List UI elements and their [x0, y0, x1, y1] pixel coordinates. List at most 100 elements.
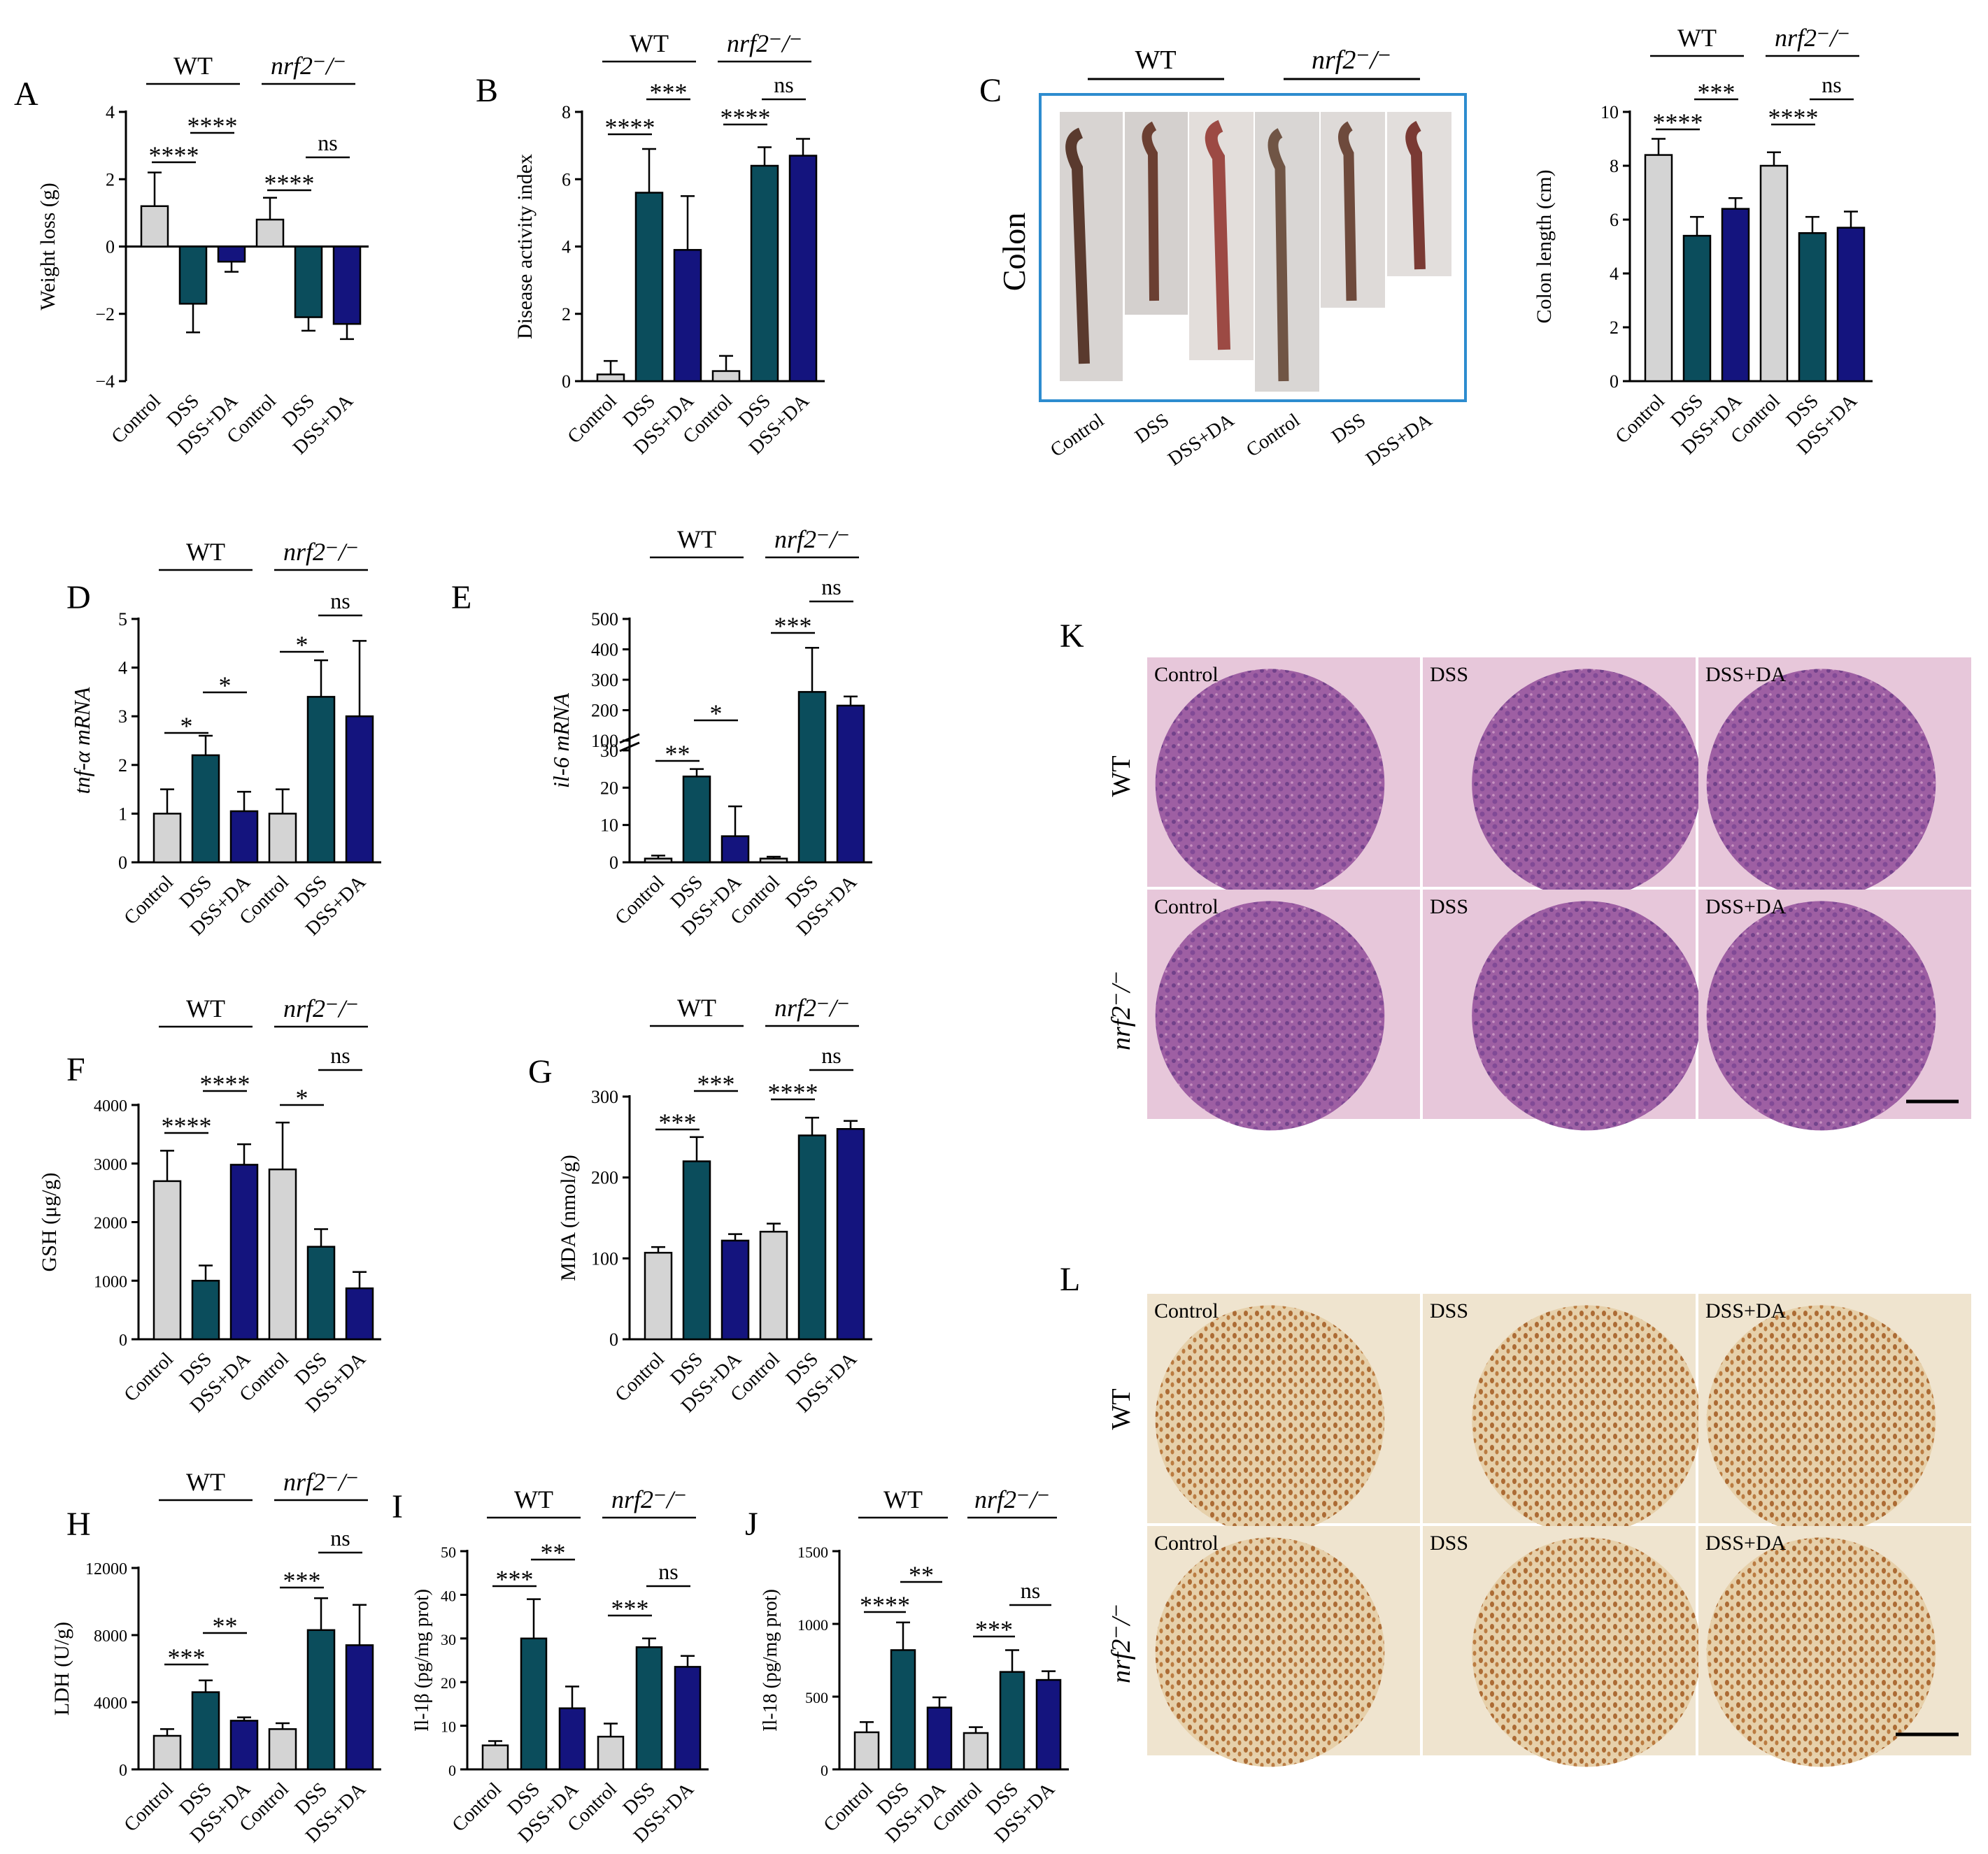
- y-tick-label-c: 10: [1600, 102, 1619, 122]
- y-tick-label-e: 300: [591, 670, 618, 690]
- bar-c-0: [1644, 154, 1673, 383]
- y-tick-label-h: 12000: [85, 1560, 127, 1578]
- bar-d-1: [191, 754, 220, 864]
- bar-i-0: [481, 1744, 509, 1771]
- l-cells-tissue: [1155, 1537, 1385, 1767]
- bar-c-2: [1721, 208, 1750, 383]
- group-label-wt-e: WT: [677, 525, 716, 553]
- group-label-wt-g: WT: [677, 994, 716, 1022]
- bar-e-1: [682, 776, 711, 864]
- sig-label-g: ***: [697, 1070, 735, 1098]
- sig-label-b: ns: [774, 72, 793, 97]
- k-cells-tissue: [1155, 901, 1385, 1131]
- bar-g-0: [644, 1251, 673, 1341]
- bar-i-3: [597, 1735, 625, 1771]
- x-tick-label-b: Control: [564, 390, 622, 448]
- group-label-wt-c: WT: [1135, 45, 1176, 75]
- k-row-label-wt: WT: [1107, 755, 1136, 797]
- bar-b-2: [673, 249, 702, 383]
- y-tick-label-i: 0: [448, 1762, 456, 1779]
- bar-g-2: [720, 1239, 750, 1341]
- bar-b-0: [596, 373, 625, 383]
- sig-label-g: ***: [659, 1108, 697, 1136]
- bar-f-5: [345, 1287, 374, 1341]
- y-tick-label-a: 0: [106, 237, 115, 257]
- group-label-nrf2-c: nrf2⁻/⁻: [1312, 45, 1391, 75]
- panel-label-b: B: [476, 72, 498, 109]
- y-tick-label-d: 1: [118, 804, 127, 824]
- bar-f-0: [152, 1180, 182, 1341]
- y-tick-label-c: 8: [1610, 156, 1619, 176]
- l-cells-col-label: Control: [1154, 1299, 1219, 1322]
- bar-j-2: [926, 1706, 953, 1771]
- sig-label-c: ***: [1698, 78, 1735, 106]
- y-tick-label-a: 2: [106, 169, 115, 190]
- y-tick-label-d: 5: [118, 609, 127, 629]
- sig-label-i: ***: [496, 1565, 534, 1593]
- sig-label-h: **: [213, 1612, 238, 1640]
- bar-c-5: [1836, 227, 1866, 383]
- y-tick-label-i: 30: [441, 1631, 456, 1648]
- sig-label-c: ****: [1768, 104, 1819, 131]
- y-tick-label-b: 0: [562, 371, 571, 392]
- sig-label-a: ****: [264, 169, 315, 197]
- bar-g-4: [797, 1134, 827, 1341]
- y-tick-label-h: 4000: [94, 1695, 127, 1713]
- colon-row-label: Colon: [996, 213, 1032, 291]
- panel-l-ihc-histology: L Control DSS DSS+DA Control DSS DSS+DA WT nr…: [1060, 1261, 1971, 1767]
- y-tick-label-j: 1000: [797, 1616, 828, 1634]
- group-label-wt-d: WT: [186, 538, 225, 566]
- group-label-nrf2-f: nrf2⁻/⁻: [283, 994, 359, 1022]
- bar-b-1: [634, 192, 664, 383]
- group-label-nrf2-d: nrf2⁻/⁻: [283, 538, 359, 566]
- group-label-nrf2-e: nrf2⁻/⁻: [774, 525, 850, 553]
- colon-photo-label: DSS+DA: [1164, 409, 1239, 471]
- y-tick-label-a: 4: [106, 102, 115, 122]
- k-cells-col-label: DSS+DA: [1705, 663, 1787, 686]
- y-tick-label-c: 6: [1610, 210, 1619, 230]
- panel-label-a: A: [14, 76, 38, 113]
- panel-label-c: C: [979, 72, 1002, 109]
- y-axis-label-b: Disease activity index: [513, 154, 537, 339]
- k-cells-tissue: [1472, 901, 1701, 1131]
- sig-label-i: ns: [658, 1559, 678, 1584]
- bar-e-0: [644, 857, 673, 864]
- bar-g-3: [759, 1230, 788, 1341]
- y-axis-label-g: MDA (nmol/g): [557, 1155, 580, 1281]
- sig-label-a: ****: [187, 112, 238, 140]
- y-axis-label-h: LDH (U/g): [50, 1622, 73, 1716]
- bar-h-3: [268, 1728, 297, 1771]
- y-tick-label-g: 300: [591, 1087, 618, 1107]
- panel-label-h: H: [66, 1506, 91, 1543]
- sig-label-e: *: [710, 699, 723, 727]
- y-tick-label-d: 3: [118, 706, 127, 727]
- x-tick-label-j: Control: [820, 1778, 878, 1837]
- bar-a-0: [140, 205, 169, 248]
- group-label-wt-a: WT: [173, 52, 213, 80]
- y-tick-label-b: 2: [562, 304, 571, 325]
- bar-h-5: [345, 1644, 374, 1771]
- y-tick-label-j: 500: [805, 1689, 828, 1706]
- bar-e-2: [720, 835, 750, 864]
- sig-label-f: ****: [162, 1112, 212, 1140]
- group-label-nrf2-g: nrf2⁻/⁻: [774, 994, 850, 1022]
- bar-j-0: [853, 1731, 880, 1771]
- y-tick-label-e: 200: [591, 700, 618, 720]
- sig-label-h: ***: [168, 1643, 206, 1671]
- group-label-wt-h: WT: [186, 1468, 225, 1496]
- bar-g-1: [682, 1160, 711, 1341]
- bar-d-3: [268, 813, 297, 864]
- bar-j-5: [1035, 1678, 1062, 1771]
- bar-e-4: [797, 691, 827, 864]
- bar-j-3: [963, 1732, 989, 1771]
- sig-label-b: ****: [720, 104, 771, 131]
- l-cells-col-label: Control: [1154, 1532, 1219, 1555]
- y-tick-label-g: 0: [609, 1329, 618, 1350]
- panel-label-k: K: [1060, 618, 1084, 655]
- k-cells-col-label: DSS: [1430, 895, 1468, 918]
- axis-break-mark: [619, 741, 640, 753]
